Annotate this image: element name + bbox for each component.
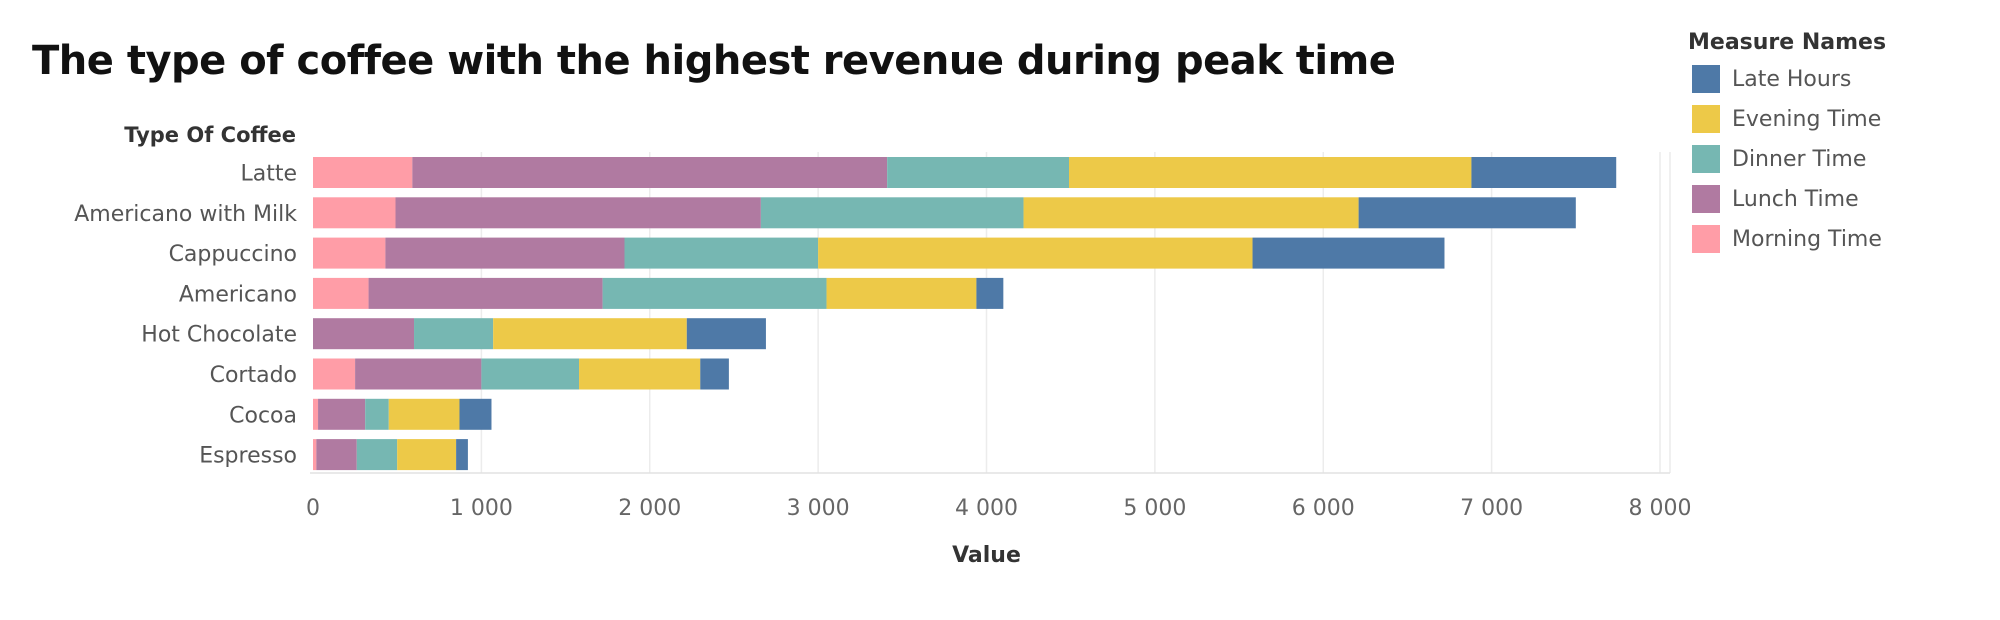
legend-item: Evening Time [1688, 99, 1886, 139]
legend-item: Lunch Time [1688, 179, 1886, 219]
category-label: Cortado [210, 363, 297, 388]
bars [313, 157, 1617, 471]
bar-segment [686, 318, 766, 350]
legend-swatch [1692, 225, 1720, 253]
legend-label: Dinner Time [1732, 146, 1867, 172]
bar-segment [818, 237, 1253, 269]
bar-segment [318, 398, 366, 430]
legend-label: Lunch Time [1732, 186, 1859, 212]
legend-label: Evening Time [1732, 106, 1882, 132]
bar-segment [313, 398, 319, 430]
x-tick-label: 4 000 [955, 496, 1018, 521]
bar-segment [313, 358, 356, 390]
legend-item: Dinner Time [1688, 139, 1886, 179]
bar-segment [316, 439, 357, 471]
legend-label: Late Hours [1732, 66, 1852, 92]
bar-segment [414, 318, 494, 350]
legend-swatch [1692, 185, 1720, 213]
bar-segment [579, 358, 701, 390]
bar-segment [388, 398, 460, 430]
bar-segment [1471, 157, 1617, 188]
legend-label: Morning Time [1732, 226, 1882, 252]
bar-segment [395, 197, 761, 229]
y-axis-label: Type Of Coffee [124, 123, 296, 147]
bar-segment [826, 277, 977, 309]
bar-segment [313, 237, 386, 269]
x-tick-label: 1 000 [450, 496, 513, 521]
bar-segment [624, 237, 819, 269]
category-label: Cappuccino [169, 242, 297, 267]
bar-segment [313, 439, 317, 471]
legend: Measure Names Late Hours Evening Time Dinn… [1688, 30, 1886, 259]
category-label: Americano with Milk [74, 202, 297, 227]
x-tick-label: 8 000 [1629, 496, 1692, 521]
bar-segment [355, 358, 482, 390]
bar-segment [356, 439, 398, 471]
bar-segment [385, 237, 625, 269]
bar-segment [368, 277, 603, 309]
x-tick-label: 6 000 [1292, 496, 1355, 521]
legend-item: Late Hours [1688, 59, 1886, 99]
bar-segment [459, 398, 492, 430]
bar-segment [456, 439, 468, 471]
bar-segment [976, 277, 1004, 309]
x-tick-label: 2 000 [618, 496, 681, 521]
legend-item: Morning Time [1688, 219, 1886, 259]
legend-title: Measure Names [1688, 30, 1887, 55]
category-label: Latte [240, 162, 297, 187]
bar-segment [1358, 197, 1576, 229]
legend-items: Late Hours Evening Time Dinner Time Lunch T… [1688, 59, 1886, 259]
x-tick-labels: 0 1 000 2 000 3 000 4 000 5 000 6 000 7 000 8 00… [306, 496, 1691, 521]
category-label: Cocoa [229, 403, 297, 428]
bar-segment [887, 157, 1070, 188]
bar-segment [397, 439, 457, 471]
category-labels: Latte Americano with Milk Cappuccino Americ… [74, 162, 297, 469]
bar-segment [760, 197, 1024, 229]
x-tick-label: 0 [306, 496, 320, 521]
bar-segment [481, 358, 580, 390]
bar-segment [1023, 197, 1359, 229]
bar-segment [412, 157, 888, 188]
x-tick-label: 3 000 [787, 496, 850, 521]
bar-segment [602, 277, 827, 309]
bar-segment [700, 358, 729, 390]
x-axis-label: Value [952, 543, 1021, 568]
bar-segment [493, 318, 687, 350]
bar-segment [313, 277, 369, 309]
category-label: Hot Chocolate [141, 323, 297, 348]
bar-segment [313, 318, 415, 350]
bar-segment [365, 398, 389, 430]
bar-segment [1252, 237, 1445, 269]
x-tick-label: 5 000 [1123, 496, 1186, 521]
bar-segment [313, 157, 413, 188]
bar-segment [1069, 157, 1472, 188]
legend-swatch [1692, 145, 1720, 173]
bar-segment [313, 197, 396, 229]
category-label: Espresso [199, 444, 297, 469]
x-tick-label: 7 000 [1460, 496, 1523, 521]
category-label: Americano [179, 282, 297, 307]
legend-swatch [1692, 65, 1720, 93]
chart-title: The type of coffee with the highest reve… [32, 38, 1396, 84]
legend-swatch [1692, 105, 1720, 133]
